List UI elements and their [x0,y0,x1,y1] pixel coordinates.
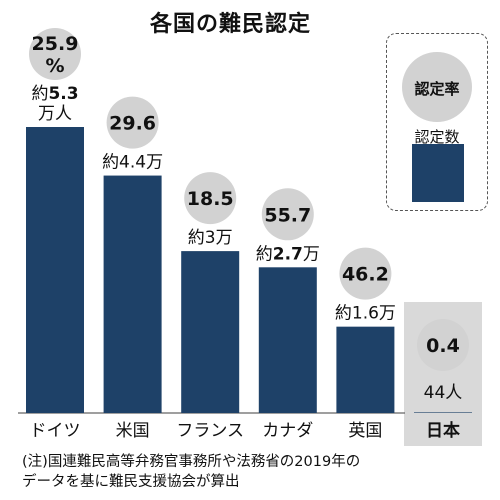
rate-label-3: 55.7 [264,204,311,226]
rate-label-1: 29.6 [109,113,156,135]
chart-title: 各国の難民認定 [150,12,312,37]
rate-circle-5 [417,319,469,371]
category-label-0: ドイツ [30,421,81,441]
count-label-2: 約3万 [188,228,233,248]
rate-circle-1 [106,96,159,149]
bar-1 [103,175,162,413]
rate-label-5: 0.4 [426,335,460,357]
source-note-line2: データを基に難民支援協会が算出 [22,474,240,490]
bar-2 [181,251,240,413]
rate-circle-2 [184,172,237,225]
bar-0 [26,127,84,413]
count-label-4: 約1.6万 [335,304,396,324]
legend-rate-circle: 認定率 [402,52,472,122]
category-label-5: 日本 [426,420,460,441]
bar-5 [414,412,472,413]
legend-rate-label: 認定率 [414,80,460,98]
count-label-1: 約4.4万 [102,153,163,173]
category-label-4: 英国 [348,421,382,441]
bar-4 [336,326,395,413]
legend: 認定率 認定数 [386,33,488,211]
rate-circle-4 [339,247,392,300]
rate-label-2: 18.5 [187,188,234,210]
legend-count-label: 認定数 [414,128,460,146]
count-label-5: 44人 [424,383,463,403]
source-note-line1: (注)国連難民高等弁務官事務所や法務省の2019年の [22,454,361,470]
count-label-0: 約5.3 万人 [31,84,78,124]
rate-circle-3 [261,188,314,241]
rate-label-0: 25.9% [32,33,79,77]
count-label-3: 約2.7万 [256,244,320,264]
rate-label-4: 46.2 [342,264,389,286]
category-label-3: カナダ [262,421,313,441]
rate-circle-0 [29,28,81,80]
category-label-2: フランス [176,421,244,441]
bar-3 [258,267,317,413]
source-note: (注)国連難民高等弁務官事務所や法務省の2019年の データを基に難民支援協会が… [22,452,360,492]
category-label-1: 米国 [116,421,150,441]
legend-count-swatch [412,144,464,202]
